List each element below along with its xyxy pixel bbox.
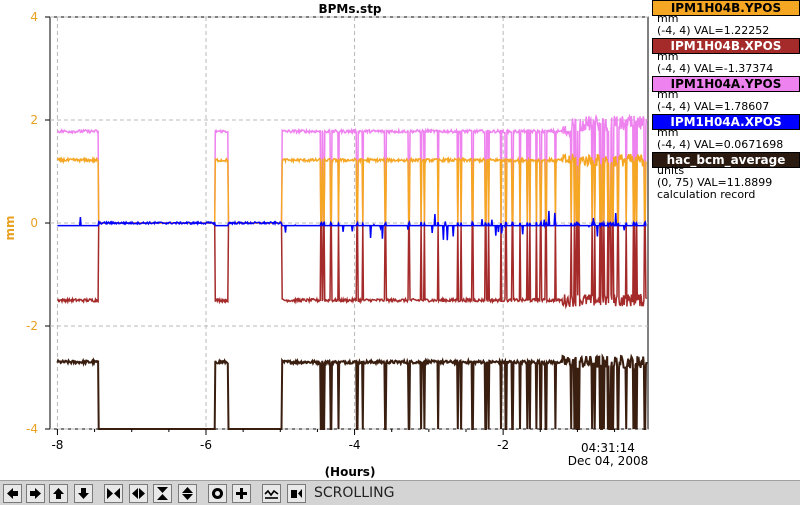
x-tick-label: -4 [349, 438, 361, 452]
legend-range-value: (-4, 4) VAL=1.78607 [657, 100, 770, 113]
arrow-up-icon [53, 488, 64, 499]
zoom-in-horizontal-icon [107, 488, 120, 499]
y-tick-label: -4 [26, 422, 38, 436]
legend-range-value: (-4, 4) VAL=1.22252 [657, 24, 770, 37]
waveform-button[interactable] [262, 484, 281, 503]
reset-button[interactable] [208, 484, 227, 503]
toolbar: SCROLLING [0, 480, 800, 505]
zoom-out-vertical-button[interactable] [178, 484, 197, 503]
y-tick-label: 4 [30, 10, 38, 24]
y-axis-label: mm [3, 215, 17, 240]
arrow-right-button[interactable] [26, 484, 45, 503]
zoom-out-vertical-icon [182, 487, 193, 500]
y-tick-label: -2 [26, 319, 38, 333]
mode-label: SCROLLING [314, 485, 395, 501]
arrow-down-icon [78, 488, 89, 499]
zoom-in-vertical-icon [157, 487, 168, 500]
date-label: Dec 04, 2008 [568, 454, 648, 468]
legend-unit: mm [657, 50, 679, 63]
series-layer [56, 113, 648, 430]
waveform-icon [264, 489, 279, 499]
x-tick-label: -8 [51, 438, 63, 452]
print-button[interactable] [287, 484, 306, 503]
legend-unit: mm [657, 88, 679, 101]
zoom-in-vertical-button[interactable] [153, 484, 172, 503]
add-icon [236, 488, 247, 499]
arrow-left-button[interactable] [3, 484, 22, 503]
zoom-in-horizontal-button[interactable] [104, 484, 123, 503]
series-line-hac-bcm-average [56, 353, 648, 430]
print-icon [291, 489, 302, 498]
legend-name: hac_bcm_average [652, 152, 800, 168]
legend-name: IPM1H04A.YPOS [652, 76, 800, 92]
add-button[interactable] [232, 484, 251, 503]
zoom-out-horizontal-icon [132, 488, 145, 499]
legend-unit: mm [657, 126, 679, 139]
legend-unit: units [657, 164, 685, 177]
legend-name: IPM1H04B.XPOS [652, 38, 800, 54]
strip-chart[interactable]: -8 -6 -4 -2 4 2 0 -2 -4 BPMs.stp mm (Hours) 04:3… [0, 0, 800, 480]
y-tick-label: 0 [30, 216, 38, 230]
legend-name: IPM1H04A.XPOS [652, 114, 800, 130]
arrow-down-button[interactable] [74, 484, 93, 503]
time-label: 04:31:14 [581, 441, 635, 455]
legend-range-value: (-4, 4) VAL=0.0671698 [657, 138, 784, 151]
arrow-up-button[interactable] [49, 484, 68, 503]
legend-range-value: (-4, 4) VAL=-1.37374 [657, 62, 774, 75]
x-tick-label: -2 [497, 438, 509, 452]
series-line-ipm1h04a-xpos [57, 210, 647, 241]
zoom-out-horizontal-button[interactable] [129, 484, 148, 503]
legend-extra: calculation record [657, 188, 756, 201]
legend-range-value: (0, 75) VAL=11.8899 [657, 176, 773, 189]
reset-icon [212, 488, 223, 499]
legend-name: IPM1H04B.YPOS [652, 0, 800, 16]
axis-ticks: -8 -6 -4 -2 4 2 0 -2 -4 [26, 10, 616, 452]
arrow-left-icon [7, 488, 18, 499]
chart-title: BPMs.stp [318, 2, 381, 16]
arrow-right-icon [30, 488, 41, 499]
x-axis-label: (Hours) [325, 465, 376, 479]
legend-unit: mm [657, 12, 679, 25]
x-tick-label: -6 [200, 438, 212, 452]
y-tick-label: 2 [30, 113, 38, 127]
